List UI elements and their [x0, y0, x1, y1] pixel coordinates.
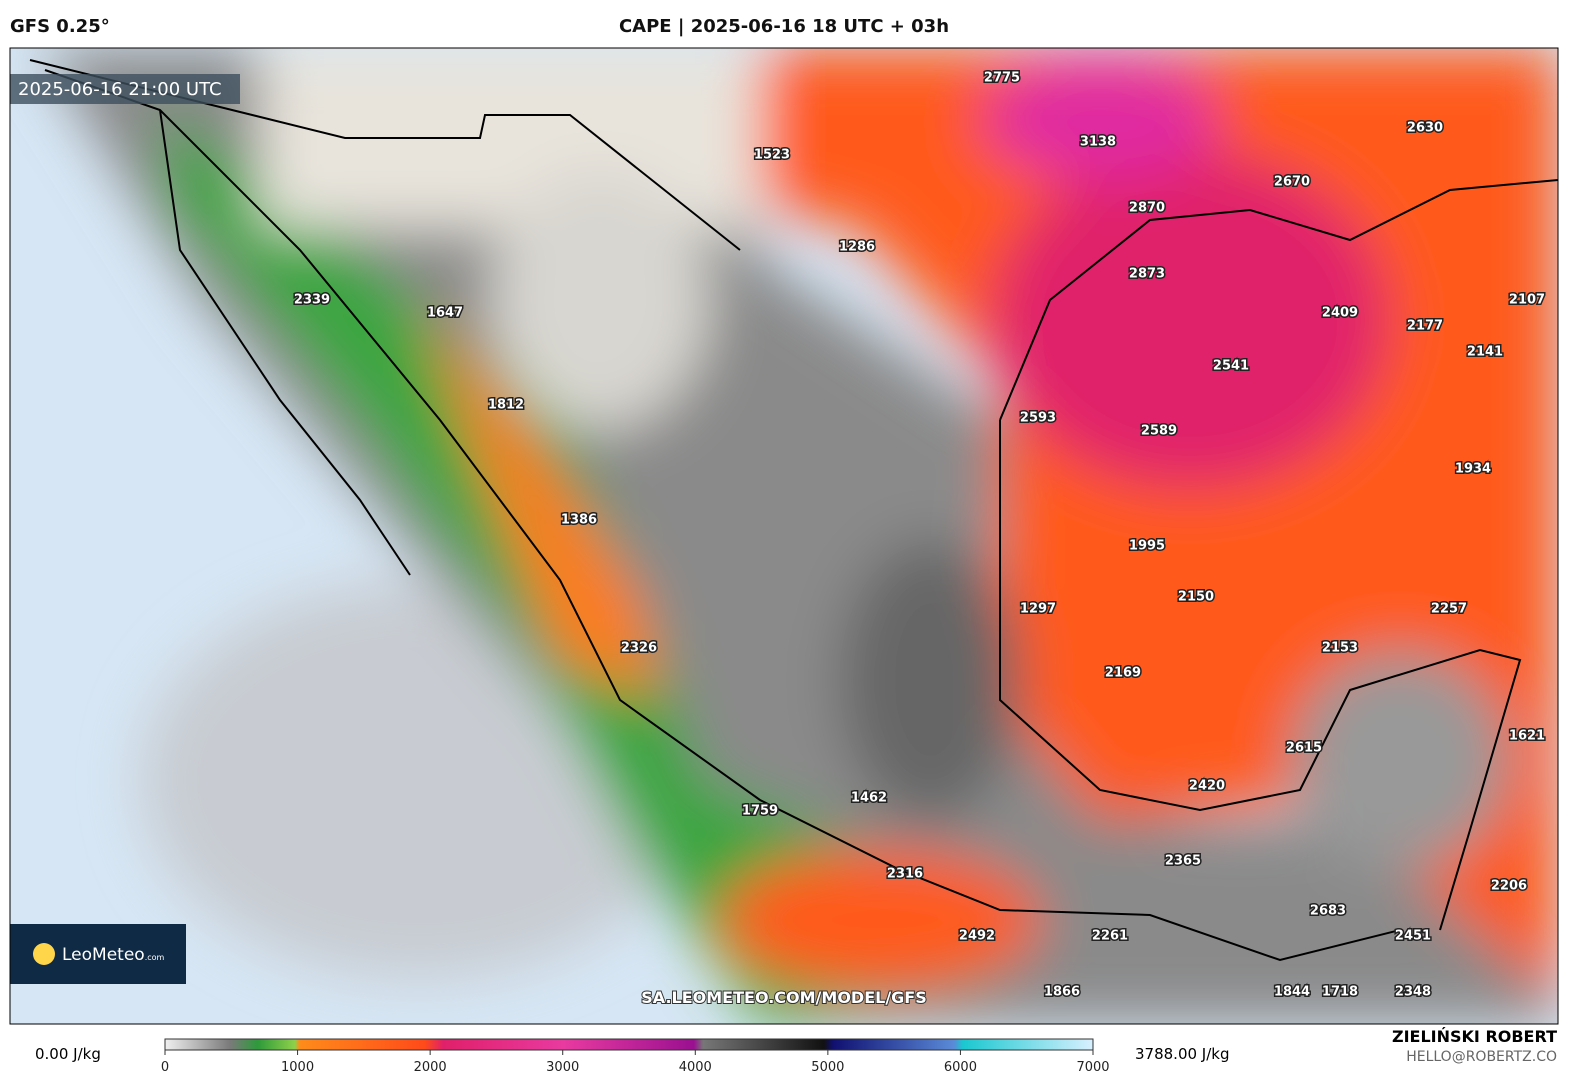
cape-value: 2107	[1509, 293, 1545, 308]
cape-value: 2775	[984, 71, 1020, 86]
cape-value: 2261	[1092, 929, 1128, 944]
map-frame	[9, 47, 1559, 1025]
cape-value: 1462	[851, 791, 887, 806]
cape-value: 1844	[1274, 985, 1310, 1000]
watermark: SA.LEOMETEO.COM/MODEL/GFS	[641, 988, 927, 1007]
cape-value: 2365	[1165, 854, 1201, 869]
colorbar-tick-label: 5000	[811, 1060, 844, 1075]
cape-value: 1995	[1129, 539, 1165, 554]
cape-value: 2630	[1407, 121, 1443, 136]
cape-value: 1297	[1020, 602, 1056, 617]
colorbar-min-label: 0.00 J/kg	[35, 1045, 101, 1063]
cape-value: 1621	[1509, 729, 1545, 744]
cape-value: 3138	[1080, 135, 1116, 150]
colorbar-tick-label: 1000	[281, 1060, 314, 1075]
colorbar-tick-label: 6000	[944, 1060, 977, 1075]
cape-value: 2409	[1322, 306, 1358, 321]
cape-value: 1759	[742, 804, 778, 819]
logo: LeoMeteo.com	[62, 945, 165, 965]
colorbar-max-label: 3788.00 J/kg	[1135, 1045, 1229, 1063]
cape-value: 2541	[1213, 359, 1249, 374]
cape-value: 2177	[1407, 319, 1443, 334]
cape-value: 1647	[427, 306, 463, 321]
cape-value: 2670	[1274, 175, 1310, 190]
cape-value: 2257	[1431, 602, 1467, 617]
colorbar-tick-label: 3000	[546, 1060, 579, 1075]
cape-value: 1386	[561, 513, 597, 528]
colorbar-tick-label: 7000	[1076, 1060, 1109, 1075]
chart-title: CAPE | 2025-06-16 18 UTC + 03h	[619, 16, 949, 37]
cape-value: 1934	[1455, 462, 1491, 477]
cape-value: 2615	[1286, 741, 1322, 756]
cape-value: 2169	[1105, 666, 1141, 681]
cape-value: 2492	[959, 929, 995, 944]
cape-value: 1718	[1322, 985, 1358, 1000]
cape-value: 2153	[1322, 641, 1358, 656]
credit-email: HELLO@ROBERTZ.CO	[1406, 1049, 1557, 1065]
colorbar-tick-label: 4000	[679, 1060, 712, 1075]
timestamp: 2025-06-16 21:00 UTC	[18, 79, 222, 100]
cape-value: 1523	[754, 148, 790, 163]
cape-value: 1286	[839, 240, 875, 255]
colorbar-tick-label: 2000	[414, 1060, 447, 1075]
model-name: GFS 0.25°	[10, 16, 110, 37]
cape-value: 2141	[1467, 345, 1503, 360]
credit-name: ZIELIŃSKI ROBERT	[1392, 1027, 1557, 1046]
cape-value: 2870	[1129, 201, 1165, 216]
cape-value: 2150	[1178, 590, 1214, 605]
cape-value: 1812	[488, 398, 524, 413]
colorbar	[164, 1038, 1094, 1051]
cape-value: 2451	[1395, 929, 1431, 944]
cape-value: 2683	[1310, 904, 1346, 919]
cape-value: 2348	[1395, 985, 1431, 1000]
cape-value: 2593	[1020, 411, 1056, 426]
cape-value: 1866	[1044, 985, 1080, 1000]
cape-value: 2420	[1189, 779, 1225, 794]
map: 2775 3138 1523 2630 2670 2870 1286 2873 2339 1647…	[10, 48, 1558, 1024]
cape-value: 2589	[1141, 424, 1177, 439]
cape-value: 2316	[887, 867, 923, 882]
cape-value: 2326	[621, 641, 657, 656]
cape-value: 2873	[1129, 267, 1165, 282]
colorbar-tick-label: 0	[161, 1060, 169, 1075]
cape-value: 2206	[1491, 879, 1527, 894]
cape-value: 2339	[294, 293, 330, 308]
